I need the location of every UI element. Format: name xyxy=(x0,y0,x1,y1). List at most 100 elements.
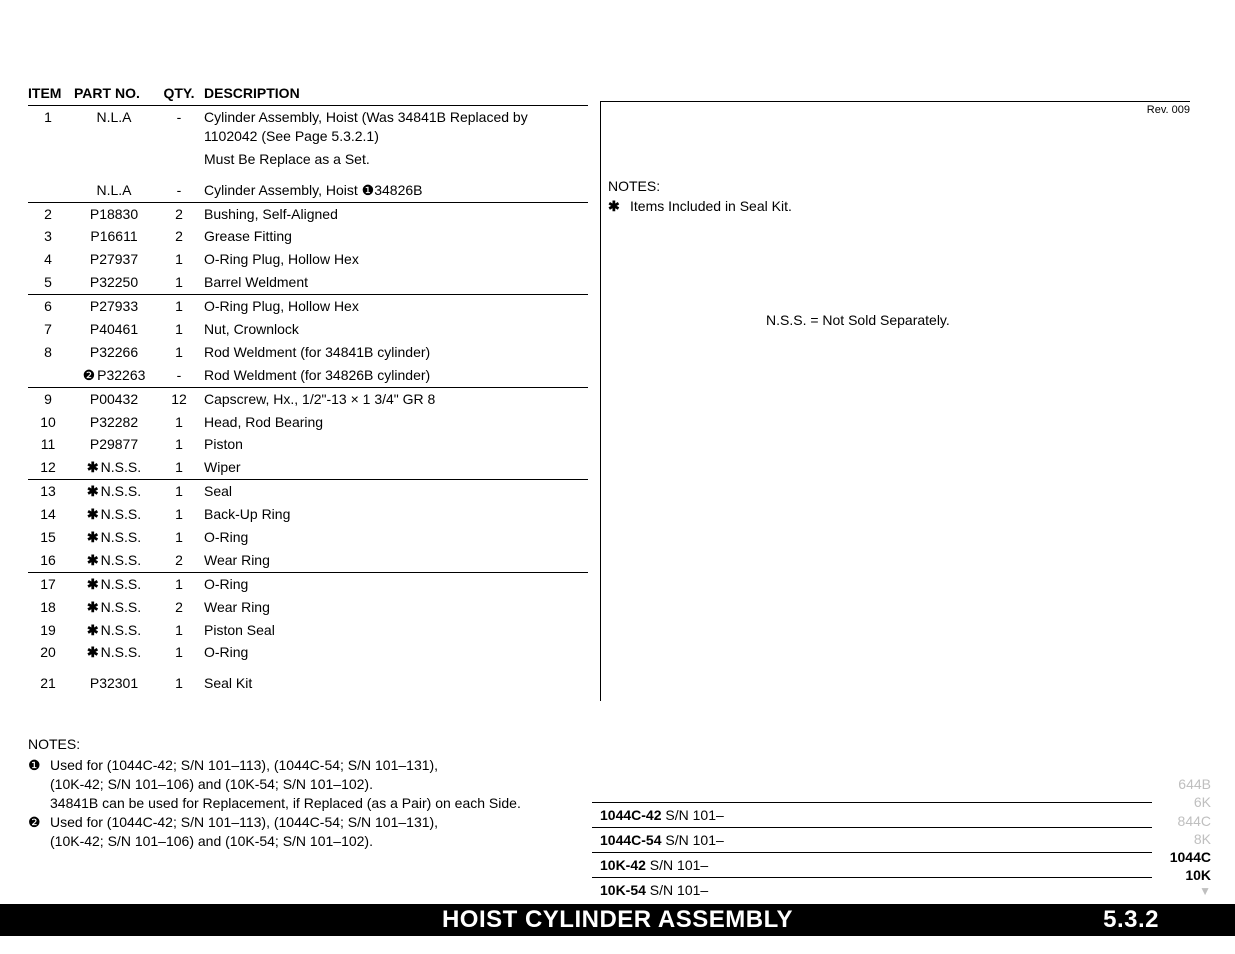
cell-part: P00432 xyxy=(74,387,160,410)
note-text: 34841B can be used for Replacement, if R… xyxy=(50,794,588,813)
cell-qty: 1 xyxy=(160,433,204,456)
cell-item: 13 xyxy=(28,480,74,503)
table-row: 14N.S.S.1Back-Up Ring xyxy=(28,503,588,526)
cell-item: 15 xyxy=(28,526,74,549)
cell-part: P32301 xyxy=(74,664,160,695)
seal-kit-text: Items Included in Seal Kit. xyxy=(630,197,792,217)
table-row: 5P322501Barrel Weldment xyxy=(28,271,588,294)
cell-desc: Rod Weldment (for 34841B cylinder) xyxy=(204,341,588,364)
cell-qty: 1 xyxy=(160,295,204,318)
table-row: 1N.L.A-Cylinder Assembly, Hoist (Was 348… xyxy=(28,106,588,148)
seal-kit-note: ✱ Items Included in Seal Kit. xyxy=(608,197,792,217)
cell-desc: Capscrew, Hx., 1/2"-13 × 1 3/4" GR 8 xyxy=(204,387,588,410)
cell-desc: Rod Weldment (for 34826B cylinder) xyxy=(204,364,588,387)
cell-desc: Cylinder Assembly, Hoist ❶34826B xyxy=(204,171,588,202)
cell-desc: O-Ring Plug, Hollow Hex xyxy=(204,248,588,271)
cell-part: N.S.S. xyxy=(74,526,160,549)
cell-qty: 2 xyxy=(160,549,204,572)
cell-qty: 2 xyxy=(160,202,204,225)
cell-item: 8 xyxy=(28,341,74,364)
cell-part: P29877 xyxy=(74,433,160,456)
cell-desc: Back-Up Ring xyxy=(204,503,588,526)
model-row: 10K-54 S/N 101– xyxy=(592,877,1152,902)
footer-title: HOIST CYLINDER ASSEMBLY xyxy=(442,906,793,934)
cell-part: P27937 xyxy=(74,248,160,271)
cell-part: N.L.A xyxy=(74,171,160,202)
cell-part: N.L.A xyxy=(74,106,160,148)
table-row: 20N.S.S.1O-Ring xyxy=(28,641,588,664)
cell-qty: 1 xyxy=(160,456,204,479)
model-row: 1044C-42 S/N 101– xyxy=(592,802,1152,827)
cell-qty: 1 xyxy=(160,248,204,271)
cell-part: P32263 xyxy=(74,364,160,387)
right-notes: NOTES: ✱ Items Included in Seal Kit. xyxy=(608,177,792,216)
cell-desc: Nut, Crownlock xyxy=(204,318,588,341)
cell-item: 2 xyxy=(28,202,74,225)
cell-item: 12 xyxy=(28,456,74,479)
left-notes: NOTES: ❶Used for (1044C-42; S/N 101–113)… xyxy=(28,735,588,850)
note-line: ❶Used for (1044C-42; S/N 101–113), (1044… xyxy=(28,756,588,775)
cell-desc: Wiper xyxy=(204,456,588,479)
side-code: 8K xyxy=(1170,830,1211,848)
cell-desc: O-Ring Plug, Hollow Hex xyxy=(204,295,588,318)
note-text: (10K-42; S/N 101–106) and (10K-54; S/N 1… xyxy=(50,775,588,794)
parts-table: ITEM PART NO. QTY. DESCRIPTION 1N.L.A-Cy… xyxy=(28,85,588,695)
cell-item xyxy=(28,364,74,387)
right-notes-header: NOTES: xyxy=(608,177,792,197)
note-line: (10K-42; S/N 101–106) and (10K-54; S/N 1… xyxy=(28,832,588,851)
table-row: 11P298771Piston xyxy=(28,433,588,456)
table-row: 17N.S.S.1O-Ring xyxy=(28,572,588,595)
cell-desc: O-Ring xyxy=(204,526,588,549)
triangle-icon: ▼ xyxy=(1170,884,1211,900)
nss-note: N.S.S. = Not Sold Separately. xyxy=(766,312,950,328)
note-line: (10K-42; S/N 101–106) and (10K-54; S/N 1… xyxy=(28,775,588,794)
cell-desc: Wear Ring xyxy=(204,549,588,572)
note-symbol: ❷ xyxy=(28,813,50,832)
top-rule xyxy=(600,101,1190,102)
table-row: P32263-Rod Weldment (for 34826B cylinder… xyxy=(28,364,588,387)
table-row: 3P166112Grease Fitting xyxy=(28,225,588,248)
model-code: 1044C-54 xyxy=(600,832,662,848)
cell-part: N.S.S. xyxy=(74,456,160,479)
table-row: 19N.S.S.1Piston Seal xyxy=(28,619,588,642)
cell-qty: 1 xyxy=(160,480,204,503)
cell-item: 16 xyxy=(28,549,74,572)
table-row: 4P279371O-Ring Plug, Hollow Hex xyxy=(28,248,588,271)
cell-part: N.S.S. xyxy=(74,572,160,595)
cell-desc: Cylinder Assembly, Hoist (Was 34841B Rep… xyxy=(204,106,588,148)
table-row: 7P404611Nut, Crownlock xyxy=(28,318,588,341)
cell-item: 20 xyxy=(28,641,74,664)
cell-qty: 1 xyxy=(160,572,204,595)
cell-part: P16611 xyxy=(74,225,160,248)
table-row: 13N.S.S.1Seal xyxy=(28,480,588,503)
cell-desc: Piston Seal xyxy=(204,619,588,642)
note-text: Used for (1044C-42; S/N 101–113), (1044C… xyxy=(50,813,588,832)
cell-item: 3 xyxy=(28,225,74,248)
cell-item: 7 xyxy=(28,318,74,341)
cell-item: 17 xyxy=(28,572,74,595)
table-row: 12N.S.S.1Wiper xyxy=(28,456,588,479)
cell-qty: 1 xyxy=(160,341,204,364)
note-line: ❷Used for (1044C-42; S/N 101–113), (1044… xyxy=(28,813,588,832)
cell-item xyxy=(28,148,74,171)
applicable-models: 1044C-42 S/N 101–1044C-54 S/N 101–10K-42… xyxy=(592,802,1152,902)
col-part: PART NO. xyxy=(74,85,160,106)
divider-line xyxy=(600,101,601,701)
cell-qty: 1 xyxy=(160,411,204,434)
cell-qty: 2 xyxy=(160,596,204,619)
cell-part: N.S.S. xyxy=(74,596,160,619)
page: ITEM PART NO. QTY. DESCRIPTION 1N.L.A-Cy… xyxy=(0,0,1235,954)
cell-desc: Bushing, Self-Aligned xyxy=(204,202,588,225)
cell-qty: 1 xyxy=(160,271,204,294)
cell-desc: Grease Fitting xyxy=(204,225,588,248)
table-row: 10P322821Head, Rod Bearing xyxy=(28,411,588,434)
table-row: 6P279331O-Ring Plug, Hollow Hex xyxy=(28,295,588,318)
cell-part: N.S.S. xyxy=(74,619,160,642)
side-code-active: 10K xyxy=(1170,866,1211,884)
cell-qty: - xyxy=(160,364,204,387)
cell-item: 5 xyxy=(28,271,74,294)
cell-qty: - xyxy=(160,106,204,148)
cell-part: P27933 xyxy=(74,295,160,318)
note-line: 34841B can be used for Replacement, if R… xyxy=(28,794,588,813)
table-row: 21P323011Seal Kit xyxy=(28,664,588,695)
